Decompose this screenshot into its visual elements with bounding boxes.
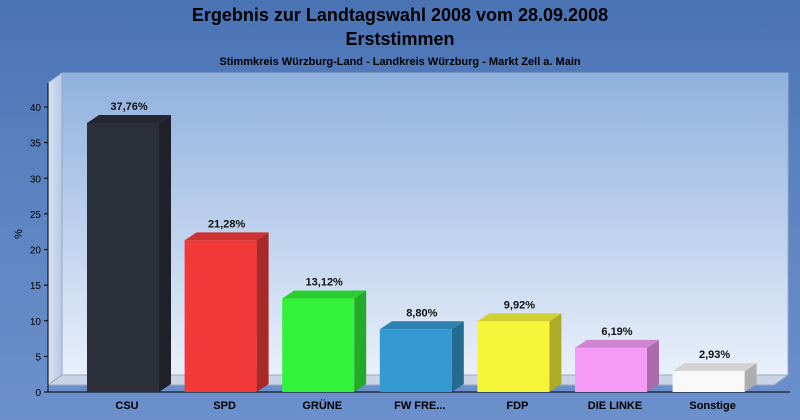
category-label: SPD: [213, 400, 236, 412]
category-label: CSU: [115, 400, 138, 412]
bar-side: [647, 339, 659, 392]
y-tick-label: 30: [30, 174, 42, 185]
y-tick-label: 25: [30, 210, 42, 221]
bar-top: [184, 232, 269, 241]
y-tick-label: 10: [30, 317, 42, 328]
category-label: FDP: [506, 400, 528, 412]
bar-value-label: 21,28%: [208, 218, 246, 230]
category-label: Sonstige: [689, 400, 735, 412]
bar-front: [282, 298, 355, 392]
bar-value-label: 6,19%: [601, 326, 632, 338]
plot-side-wall: [47, 72, 63, 386]
bar-3: 8,80% FW FRE...: [379, 307, 464, 412]
bar-value-label: 2,93%: [699, 349, 730, 361]
category-label: GRÜNE: [302, 399, 342, 412]
bar-5: 6,19% DIE LINKE: [575, 326, 659, 412]
chart-title: Ergebnis zur Landtagswahl 2008 vom 28.09…: [192, 5, 608, 25]
bar-2: 13,12% GRÜNE: [282, 277, 367, 412]
bar-4: 9,92% FDP: [477, 299, 562, 412]
y-tick-label: 5: [35, 352, 41, 363]
bar-front: [184, 240, 257, 392]
y-tick-label: 35: [30, 139, 42, 150]
bar-value-label: 37,76%: [110, 101, 148, 113]
bar-0: 37,76% CSU: [87, 101, 171, 412]
bar-1: 21,28% SPD: [184, 218, 269, 412]
bar-side: [451, 321, 464, 392]
bar-value-label: 9,92%: [504, 299, 535, 311]
y-axis-ticks: 0 5 10 15 20 25 30 35 40: [30, 103, 48, 399]
bar-top: [282, 290, 367, 299]
bar-side: [354, 290, 367, 392]
bar-6: 2,93% Sonstige: [672, 349, 757, 412]
bar-side: [549, 313, 562, 392]
bar-top: [477, 313, 562, 322]
bar-front: [477, 321, 550, 392]
bar-side: [744, 363, 757, 392]
chart-title-2: Erststimmen: [345, 29, 454, 49]
bar-top: [87, 114, 171, 123]
bar-top: [575, 339, 659, 348]
bar-top: [672, 363, 757, 372]
bars: 37,76% CSU 21,28% SPD 13,12% GRÜNE 8,80% FW FRE…: [87, 101, 757, 412]
y-axis-label: %: [13, 229, 25, 239]
bar-value-label: 8,80%: [406, 307, 437, 319]
category-label: FW FRE...: [394, 400, 445, 412]
chart-subtitle: Stimmkreis Würzburg-Land - Landkreis Wür…: [219, 56, 580, 68]
bar-side: [159, 114, 171, 393]
y-tick-label: 15: [30, 281, 42, 292]
bar-front: [575, 347, 647, 392]
y-tick-label: 40: [30, 103, 42, 114]
bar-front: [87, 122, 159, 393]
category-label: DIE LINKE: [588, 400, 642, 412]
bar-top: [379, 321, 464, 330]
y-tick-label: 20: [30, 246, 42, 257]
bar-value-label: 13,12%: [306, 277, 344, 289]
y-tick-label: 0: [35, 388, 41, 399]
bar-front: [672, 371, 745, 392]
bar-side: [256, 232, 269, 392]
bar-front: [379, 329, 452, 392]
